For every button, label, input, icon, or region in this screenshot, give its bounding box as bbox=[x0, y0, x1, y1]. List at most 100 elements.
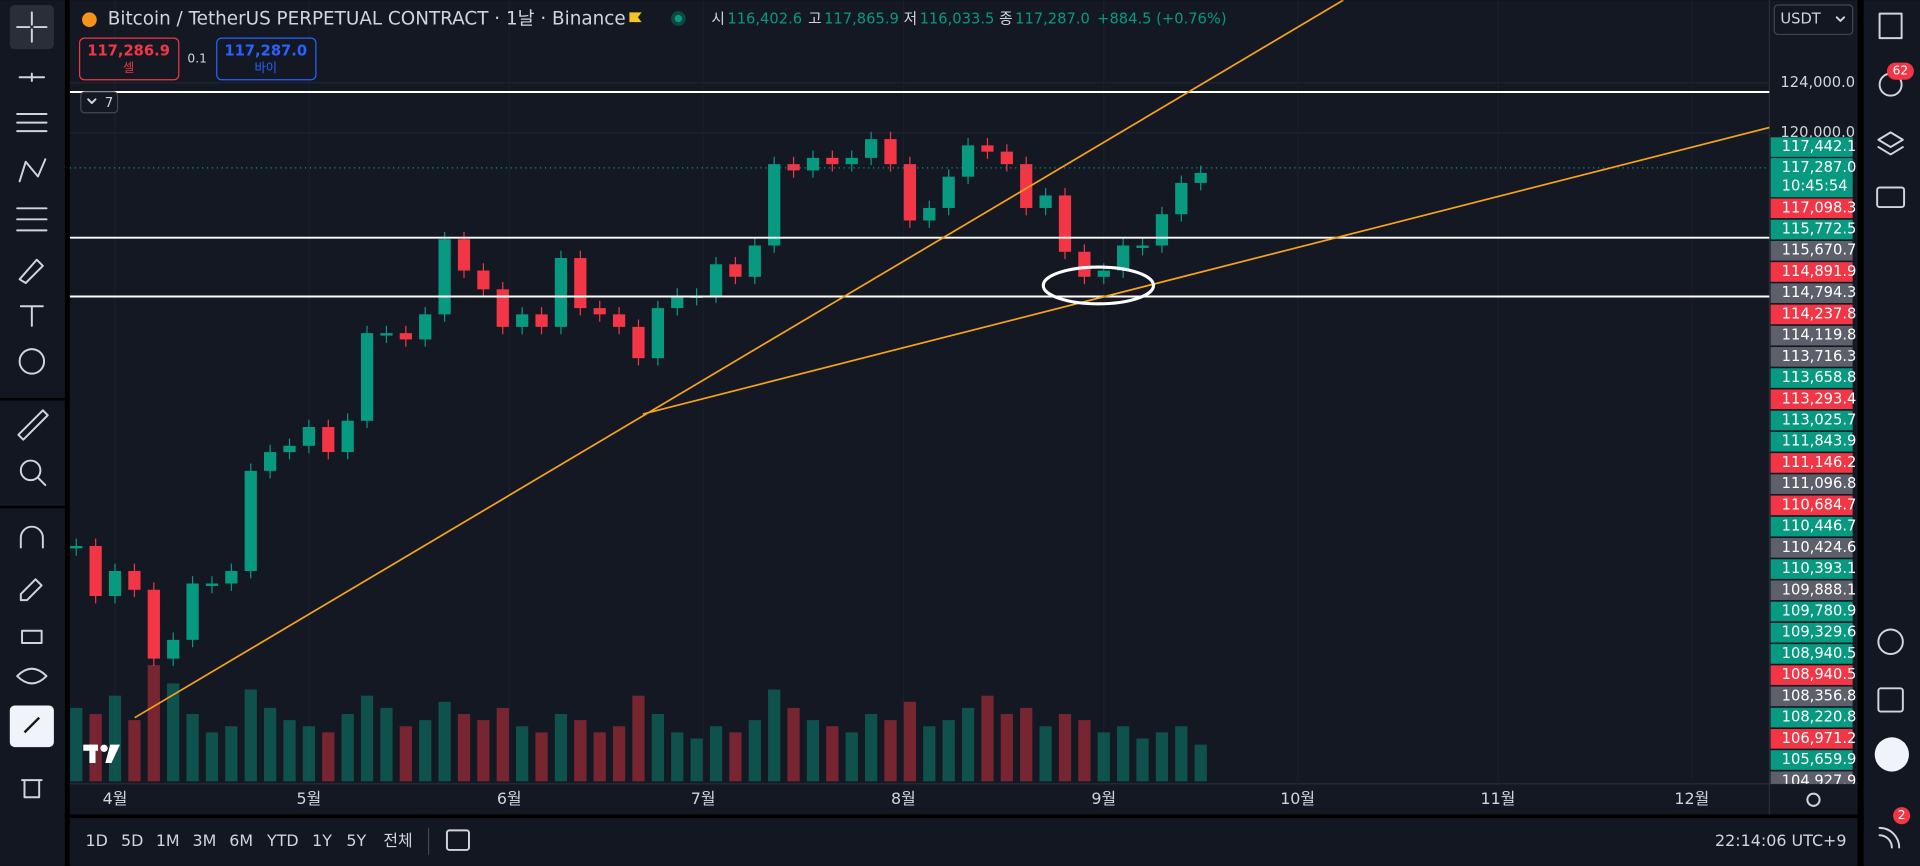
ohlc-label: 시 bbox=[711, 11, 725, 28]
candle-body bbox=[806, 157, 820, 171]
chevron bbox=[87, 98, 97, 104]
candle-body bbox=[593, 308, 606, 315]
price-label: 104,927.9 bbox=[1782, 772, 1857, 789]
trash-tool[interactable] bbox=[21, 779, 43, 799]
volume-bar bbox=[787, 707, 800, 782]
lock-draw-tool[interactable] bbox=[19, 578, 43, 602]
candle-body bbox=[128, 570, 141, 590]
range-button[interactable]: 5Y bbox=[346, 831, 366, 850]
currency-select[interactable] bbox=[1773, 4, 1854, 36]
price-label-bg bbox=[1770, 686, 1853, 707]
candle-body bbox=[167, 639, 180, 659]
x-tick-label: 10월 bbox=[1280, 789, 1315, 808]
price-label: 105,659.9 bbox=[1782, 751, 1857, 768]
sell-button[interactable] bbox=[78, 37, 180, 81]
volume-bar bbox=[554, 714, 568, 782]
volume-bar bbox=[283, 720, 296, 782]
volume-bar bbox=[225, 726, 238, 782]
ohlc-legend: 시 116,402.6 고 117,865.9 저 116,033.5 종 117,287.0 bbox=[711, 11, 1089, 28]
candle-body bbox=[380, 333, 393, 336]
candle-body bbox=[341, 420, 354, 453]
x-tick-label: 6월 bbox=[497, 789, 522, 808]
candle-body bbox=[1194, 172, 1207, 183]
quantity: 0.1 bbox=[187, 51, 206, 65]
projection-tool[interactable] bbox=[16, 207, 48, 232]
flag-icon bbox=[629, 12, 642, 23]
candle-body bbox=[845, 157, 858, 165]
ruler-tool[interactable] bbox=[17, 409, 49, 441]
grid bbox=[69, 0, 1770, 784]
range-button[interactable]: YTD bbox=[266, 831, 299, 850]
range-button[interactable]: 1Y bbox=[312, 831, 332, 850]
volume-bar bbox=[729, 732, 742, 782]
price-label: 114,891.9 bbox=[1782, 263, 1857, 280]
x-tick-label: 9월 bbox=[1091, 789, 1116, 808]
volume-bar bbox=[826, 726, 839, 782]
volume-bar bbox=[574, 720, 587, 782]
zoom-tool[interactable] bbox=[19, 459, 42, 482]
layers-icon[interactable] bbox=[1877, 131, 1904, 156]
magnet-tool[interactable] bbox=[19, 525, 44, 549]
trend-line bbox=[642, 126, 1770, 415]
visibility-tool[interactable] bbox=[16, 667, 48, 685]
candle-body bbox=[1175, 182, 1188, 215]
pattern-tool[interactable] bbox=[18, 158, 47, 183]
emoji-tool[interactable] bbox=[18, 348, 46, 375]
range-button[interactable]: 1D bbox=[86, 831, 108, 850]
chat-icon[interactable] bbox=[1876, 186, 1906, 209]
notification-count: 2 bbox=[1898, 808, 1906, 822]
candle-body bbox=[399, 333, 412, 340]
price-label-bg bbox=[1770, 198, 1853, 219]
x-tick-label: 5월 bbox=[297, 789, 322, 808]
line-tool[interactable] bbox=[18, 72, 46, 82]
range-button[interactable]: 5D bbox=[121, 831, 143, 850]
volume-bar bbox=[264, 707, 277, 782]
range-button[interactable]: 3M bbox=[193, 831, 217, 850]
range-button[interactable]: 6M bbox=[229, 831, 253, 850]
tool-icons bbox=[0, 5, 65, 799]
chart-panel bbox=[69, 0, 1858, 815]
symbol-icon bbox=[82, 12, 97, 28]
feed-icon[interactable] bbox=[1878, 826, 1901, 849]
volume-bar bbox=[1194, 744, 1207, 782]
ohlc-label: 저 bbox=[904, 11, 918, 28]
candle-body bbox=[574, 258, 587, 309]
candle-body bbox=[651, 308, 664, 359]
brush-tool[interactable] bbox=[18, 258, 44, 284]
candle-body bbox=[186, 583, 199, 640]
watchlist-icon[interactable] bbox=[1878, 12, 1903, 40]
candle-body bbox=[709, 264, 723, 296]
settings-icon[interactable] bbox=[1806, 792, 1821, 807]
volume-bar bbox=[322, 732, 335, 782]
candle-body bbox=[264, 452, 277, 471]
candle-body bbox=[535, 314, 548, 327]
candle-body bbox=[496, 289, 509, 327]
text-tool[interactable] bbox=[19, 305, 44, 327]
volume-bar bbox=[205, 732, 219, 782]
calendar-icon[interactable] bbox=[1877, 687, 1904, 713]
alert-count: 62 bbox=[1893, 64, 1909, 78]
fib-tool[interactable] bbox=[16, 113, 48, 133]
volume-bar bbox=[671, 732, 684, 782]
price-label-bg bbox=[1770, 750, 1853, 770]
alert-badge bbox=[1886, 62, 1914, 80]
range-button[interactable]: 1M bbox=[156, 831, 180, 850]
price-label: 108,220.8 bbox=[1782, 709, 1857, 726]
cursor-tool[interactable] bbox=[9, 5, 54, 50]
range-button[interactable]: 전체 bbox=[383, 831, 412, 850]
volume-bar bbox=[1155, 732, 1169, 782]
apps-button[interactable] bbox=[1874, 737, 1909, 772]
candle-body bbox=[865, 139, 878, 158]
notification-badge bbox=[1893, 807, 1911, 825]
volume-bar bbox=[167, 683, 180, 782]
lock-tool[interactable] bbox=[21, 629, 43, 644]
date-range-button[interactable] bbox=[445, 829, 470, 851]
buy-button[interactable] bbox=[216, 37, 317, 81]
link-icon bbox=[23, 716, 41, 734]
candle-body bbox=[205, 583, 219, 586]
price-label: 113,658.8 bbox=[1782, 369, 1857, 386]
indicator-toggle[interactable] bbox=[80, 91, 119, 114]
price-label-bg bbox=[1770, 580, 1853, 601]
target-icon[interactable] bbox=[1877, 628, 1904, 655]
